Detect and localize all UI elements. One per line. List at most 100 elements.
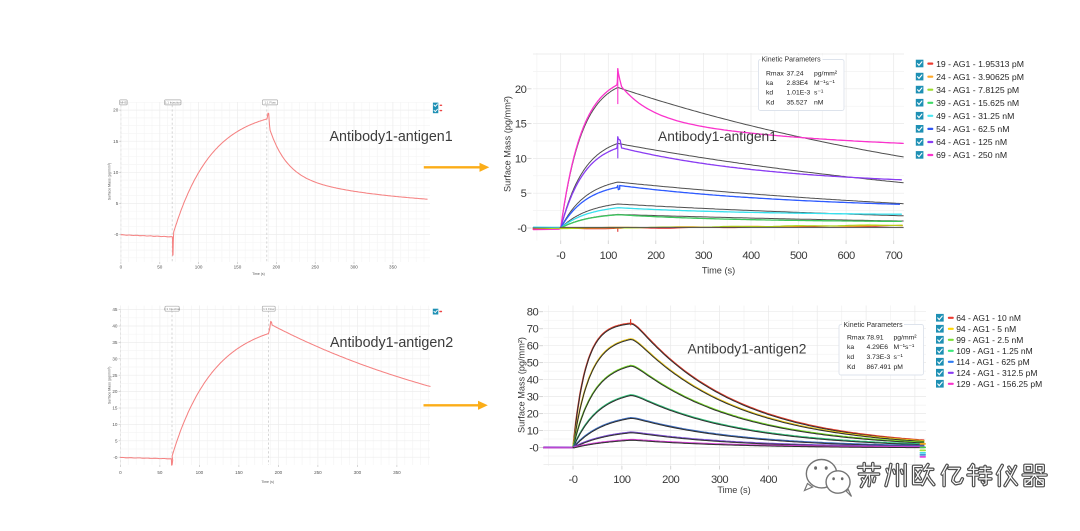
svg-text:1:1 Injection: 1:1 Injection (164, 307, 181, 311)
svg-text:Antibody1-antigen1: Antibody1-antigen1 (330, 129, 453, 145)
svg-text:15: 15 (113, 139, 119, 144)
svg-text:35: 35 (112, 340, 118, 345)
svg-text:78.91: 78.91 (867, 334, 884, 341)
svg-text:1:1 Injection: 1:1 Injection (165, 101, 182, 105)
svg-text:250: 250 (314, 470, 322, 475)
svg-text:24 - AG1 - 3.90625 pM: 24 - AG1 - 3.90625 pM (936, 72, 1024, 82)
svg-text:64 - AG1 - 10 nM: 64 - AG1 - 10 nM (956, 313, 1021, 323)
svg-text:4.29E6: 4.29E6 (867, 344, 889, 351)
svg-text:34 - AG1 - 7.8125 pM: 34 - AG1 - 7.8125 pM (936, 85, 1019, 95)
svg-text:-0: -0 (113, 455, 118, 460)
svg-text:300: 300 (350, 265, 358, 270)
svg-text:109 - AG1 - 1.25 nM: 109 - AG1 - 1.25 nM (956, 346, 1033, 356)
svg-text:200: 200 (647, 250, 664, 262)
svg-text:Antibody1-antigen2: Antibody1-antigen2 (330, 335, 453, 351)
svg-text:-0: -0 (114, 232, 119, 237)
svg-text:s⁻¹: s⁻¹ (814, 90, 824, 97)
svg-text:20: 20 (515, 84, 527, 96)
svg-text:300: 300 (695, 250, 712, 262)
svg-text:100: 100 (613, 474, 630, 486)
svg-text:M⁻¹s⁻¹: M⁻¹s⁻¹ (894, 344, 915, 351)
svg-text:25: 25 (112, 373, 118, 378)
svg-text:1:1 Flow: 1:1 Flow (264, 101, 276, 105)
svg-text:20: 20 (113, 108, 119, 113)
svg-text:200: 200 (272, 265, 280, 270)
svg-text:Surface Mass (pg/mm²): Surface Mass (pg/mm²) (108, 163, 112, 201)
svg-text:M⁻¹s⁻¹: M⁻¹s⁻¹ (814, 80, 835, 87)
svg-text:20: 20 (112, 389, 118, 394)
svg-text:10: 10 (113, 170, 119, 175)
svg-text:-0: -0 (556, 250, 565, 262)
svg-text:30: 30 (112, 356, 118, 361)
svg-text:64 - AG1 - 125 nM: 64 - AG1 - 125 nM (936, 137, 1007, 147)
svg-text:Time (s): Time (s) (717, 485, 750, 495)
svg-text:45: 45 (112, 307, 118, 312)
svg-text:1:1 Flow: 1:1 Flow (263, 307, 275, 311)
svg-text:3.73E-3: 3.73E-3 (867, 354, 891, 361)
svg-text:Antibody1-antigen1: Antibody1-antigen1 (658, 129, 777, 144)
svg-text:50: 50 (157, 265, 163, 270)
svg-text:39 - AG1 - 15.625 nM: 39 - AG1 - 15.625 nM (936, 98, 1019, 108)
svg-text:pg/mm²: pg/mm² (814, 71, 838, 78)
svg-text:49 - AG1 - 31.25 nM: 49 - AG1 - 31.25 nM (936, 111, 1014, 121)
svg-text:400: 400 (742, 250, 759, 262)
svg-text:70: 70 (527, 324, 539, 336)
svg-text:37.24: 37.24 (787, 71, 804, 78)
svg-text:15: 15 (112, 406, 118, 411)
svg-text:pM: pM (894, 364, 904, 371)
svg-text:60: 60 (527, 341, 539, 353)
svg-text:867.491: 867.491 (867, 364, 892, 371)
svg-text:Time (s): Time (s) (702, 265, 735, 275)
svg-text:Surface Mass (pg/mm²): Surface Mass (pg/mm²) (503, 96, 513, 192)
svg-text:MHS: MHS (120, 101, 127, 105)
svg-text:Antibody1-antigen2: Antibody1-antigen2 (688, 341, 807, 356)
svg-text:400: 400 (760, 474, 777, 486)
svg-text:-0: -0 (569, 474, 578, 486)
svg-text:100: 100 (196, 470, 204, 475)
svg-text:Time (s): Time (s) (252, 272, 265, 276)
svg-text:ka: ka (766, 80, 773, 87)
svg-text:100: 100 (195, 265, 203, 270)
svg-text:250: 250 (311, 265, 319, 270)
svg-text:kd: kd (847, 354, 854, 361)
svg-text:5: 5 (521, 188, 527, 200)
svg-text:100: 100 (600, 250, 617, 262)
svg-text:Kinetic Parameters: Kinetic Parameters (762, 57, 822, 64)
svg-text:15: 15 (515, 119, 527, 131)
svg-text:-0: -0 (529, 443, 538, 455)
svg-text:700: 700 (885, 250, 902, 262)
svg-text:Surface Mass (pg/mm²): Surface Mass (pg/mm²) (108, 367, 112, 405)
svg-text:350: 350 (389, 265, 397, 270)
svg-text:80: 80 (527, 307, 539, 319)
svg-text:5: 5 (115, 438, 118, 443)
svg-text:20: 20 (527, 409, 539, 421)
svg-text:94 - AG1 - 5 nM: 94 - AG1 - 5 nM (956, 324, 1016, 334)
svg-text:500: 500 (790, 250, 807, 262)
svg-text:Kinetic Parameters: Kinetic Parameters (844, 322, 904, 329)
svg-text:0: 0 (120, 265, 123, 270)
svg-text:1.01E-3: 1.01E-3 (787, 90, 811, 97)
svg-text:10: 10 (112, 422, 118, 427)
svg-text:54 - AG1 - 62.5 nM: 54 - AG1 - 62.5 nM (936, 124, 1009, 134)
svg-text:200: 200 (662, 474, 679, 486)
svg-text:69 - AG1 - 250 nM: 69 - AG1 - 250 nM (936, 150, 1007, 160)
svg-text:200: 200 (275, 470, 283, 475)
svg-text:10: 10 (515, 153, 527, 165)
svg-text:350: 350 (393, 470, 401, 475)
svg-text:0: 0 (119, 470, 122, 475)
svg-text:99 - AG1 - 2.5 nM: 99 - AG1 - 2.5 nM (956, 335, 1023, 345)
svg-text:Rmax: Rmax (847, 334, 865, 341)
svg-text:150: 150 (235, 470, 243, 475)
svg-text:10: 10 (527, 426, 539, 438)
svg-text:Kd: Kd (847, 364, 856, 371)
svg-text:s⁻¹: s⁻¹ (894, 354, 904, 361)
svg-text:Kd: Kd (766, 99, 775, 106)
svg-text:35.527: 35.527 (787, 99, 808, 106)
svg-text:19 - AG1 - 1.95313 pM: 19 - AG1 - 1.95313 pM (936, 59, 1024, 69)
svg-text:Rmax: Rmax (766, 71, 784, 78)
svg-text:129 - AG1 - 156.25 pM: 129 - AG1 - 156.25 pM (956, 379, 1042, 389)
svg-text:124 - AG1 - 312.5 pM: 124 - AG1 - 312.5 pM (956, 368, 1037, 378)
svg-text:-0: -0 (517, 223, 526, 235)
svg-text:kd: kd (766, 90, 773, 97)
svg-text:50: 50 (157, 470, 163, 475)
